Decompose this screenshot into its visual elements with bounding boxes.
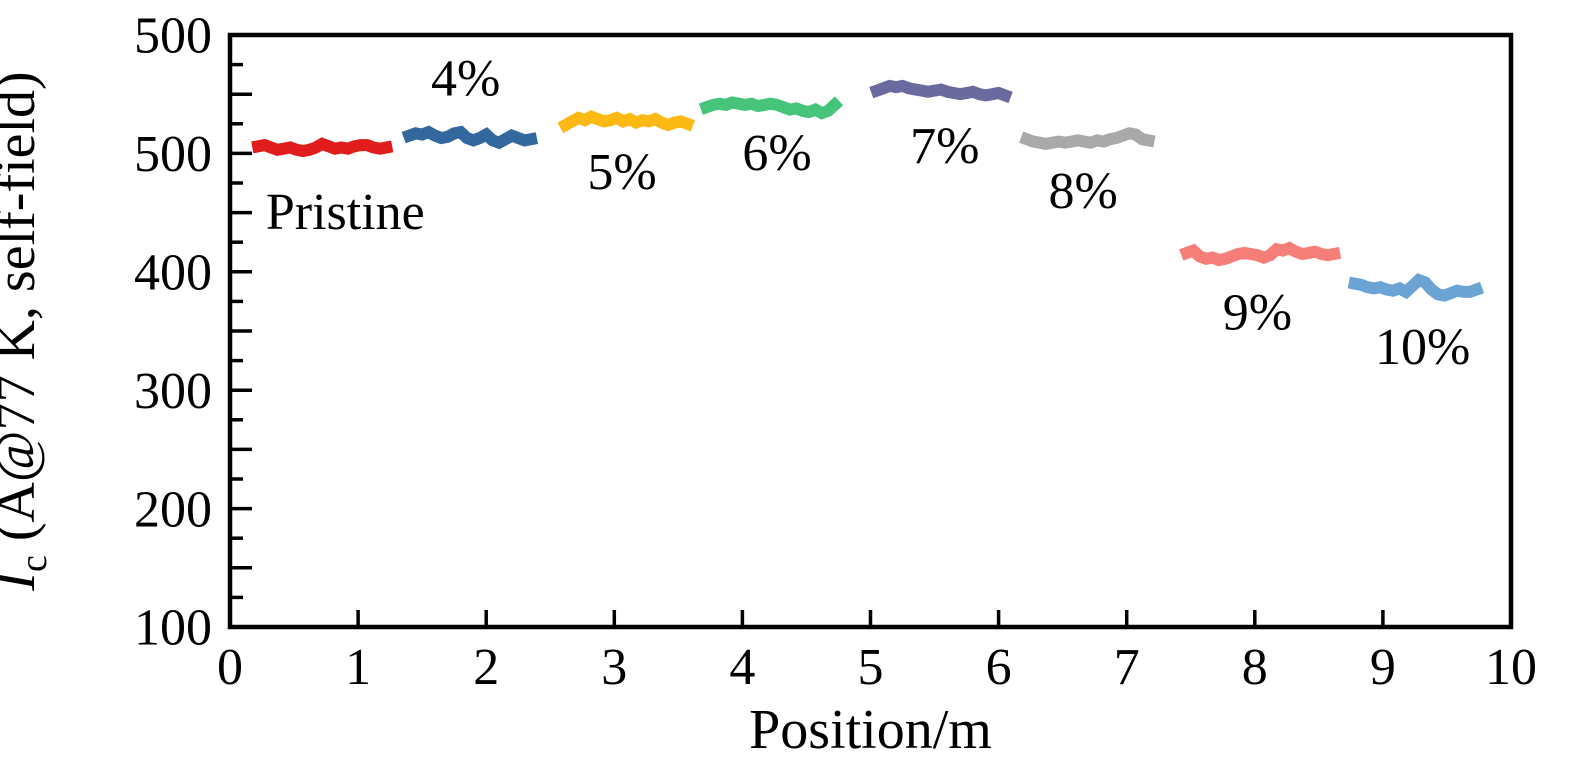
series-pristine [251, 137, 394, 158]
y-axis-tick-label: 400 [134, 244, 212, 301]
y-axis-tick-label: 200 [134, 481, 212, 538]
annotation-6%: 6% [742, 125, 811, 182]
annotation-Pristine: Pristine [266, 184, 425, 241]
x-axis-tick-label: 9 [1370, 639, 1396, 696]
x-axis-tick-label: 1 [345, 639, 371, 696]
plot-frame [227, 32, 1514, 630]
y-axis-title: Ic (A@77 K, self-field) [0, 71, 55, 591]
x-axis-tick-label: 2 [473, 639, 499, 696]
x-axis-tick-label: 8 [1242, 639, 1268, 696]
series-7pct [869, 79, 1013, 104]
x-axis-tick-label: 3 [601, 639, 627, 696]
y-axis-tick-label: 500 [134, 8, 212, 65]
annotation-4%: 4% [431, 50, 500, 107]
x-axis-tick-label: 7 [1114, 639, 1140, 696]
annotation-7%: 7% [910, 118, 979, 175]
x-axis-tick-label: 10 [1485, 639, 1537, 696]
y-axis-tick-label: 100 [134, 600, 212, 657]
annotation-5%: 5% [587, 144, 656, 201]
y-axis-tick-label: 300 [134, 363, 212, 420]
x-axis-tick-label: 0 [217, 639, 243, 696]
annotation-10%: 10% [1375, 319, 1470, 376]
x-axis-tick-label: 5 [858, 639, 884, 696]
x-axis-title: Position/m [749, 699, 992, 761]
series-8pct [1019, 127, 1156, 151]
series-9pct [1179, 241, 1342, 267]
series-6pct [698, 96, 844, 120]
x-axis-tick-label: 4 [729, 639, 755, 696]
series-4pct [401, 125, 539, 150]
series-5pct [557, 110, 696, 134]
series-10pct [1347, 273, 1485, 302]
y-axis-tick-label: 500 [134, 126, 212, 183]
annotation-9%: 9% [1223, 285, 1292, 342]
annotation-8%: 8% [1048, 163, 1117, 220]
x-axis-tick-label: 6 [986, 639, 1012, 696]
